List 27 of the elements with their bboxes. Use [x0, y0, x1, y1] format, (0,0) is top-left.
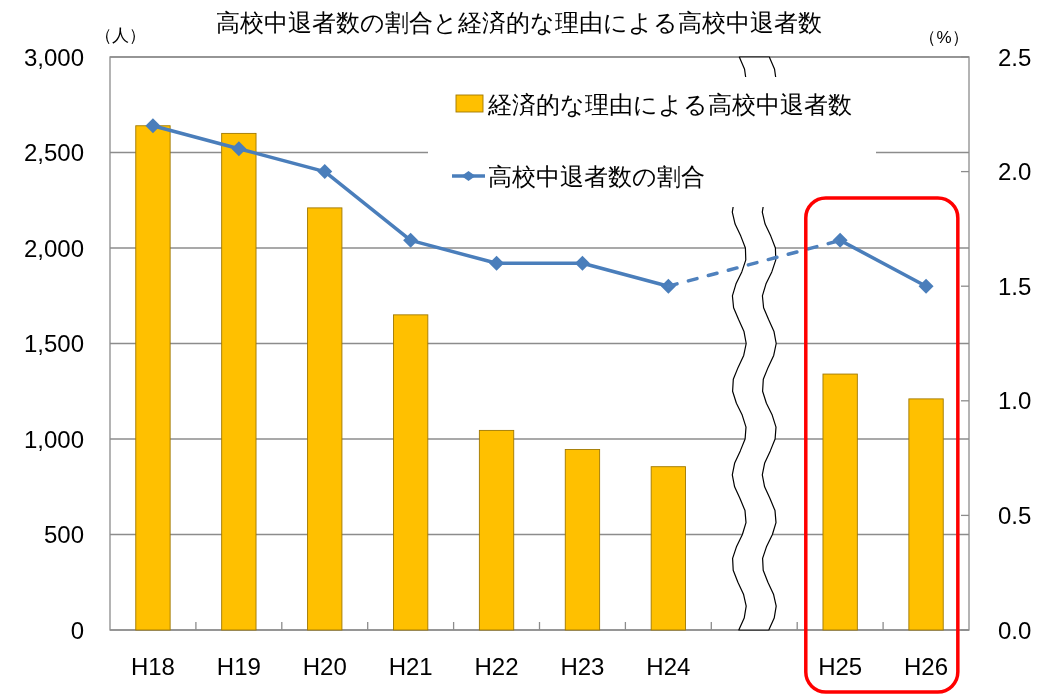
y2-tick-label: 2.0 — [998, 158, 1032, 186]
y-tick-label: 2,000 — [23, 234, 84, 262]
x-tick-label: H21 — [388, 653, 433, 680]
legend-label: 高校中退者数の割合 — [488, 162, 705, 190]
legend-label: 経済的な理由による高校中退者数 — [488, 90, 852, 118]
y2-tick-label: 0.0 — [998, 616, 1032, 644]
x-tick-label: H23 — [560, 653, 605, 680]
x-tick-label: H25 — [818, 653, 863, 680]
y2-tick-label: 0.5 — [998, 501, 1032, 529]
x-tick-label: H22 — [474, 653, 519, 680]
y2-tick-label: 2.5 — [998, 43, 1032, 71]
y2-tick-label: 1.0 — [998, 387, 1032, 415]
x-tick-label: H24 — [646, 653, 691, 680]
y-tick-label: 500 — [43, 521, 84, 548]
y-tick-label: 2,500 — [23, 139, 84, 166]
x-tick-label: H18 — [130, 653, 175, 680]
y-tick-label: 1,000 — [23, 425, 84, 453]
x-tick-label: H26 — [904, 653, 949, 680]
y-tick-label: 1,500 — [23, 330, 84, 357]
title: 高校中退者数の割合と経済的な理由による高校中退者数 — [216, 10, 822, 36]
y-axis-title: （人） — [94, 26, 146, 45]
y2-axis-title: （%） — [919, 28, 969, 47]
x-tick-label: H20 — [302, 653, 347, 680]
x-tick-label: H19 — [216, 653, 261, 680]
y2-tick-label: 1.5 — [998, 272, 1032, 300]
y-tick-label: 0 — [70, 616, 84, 644]
y-tick-label: 3,000 — [23, 43, 84, 71]
